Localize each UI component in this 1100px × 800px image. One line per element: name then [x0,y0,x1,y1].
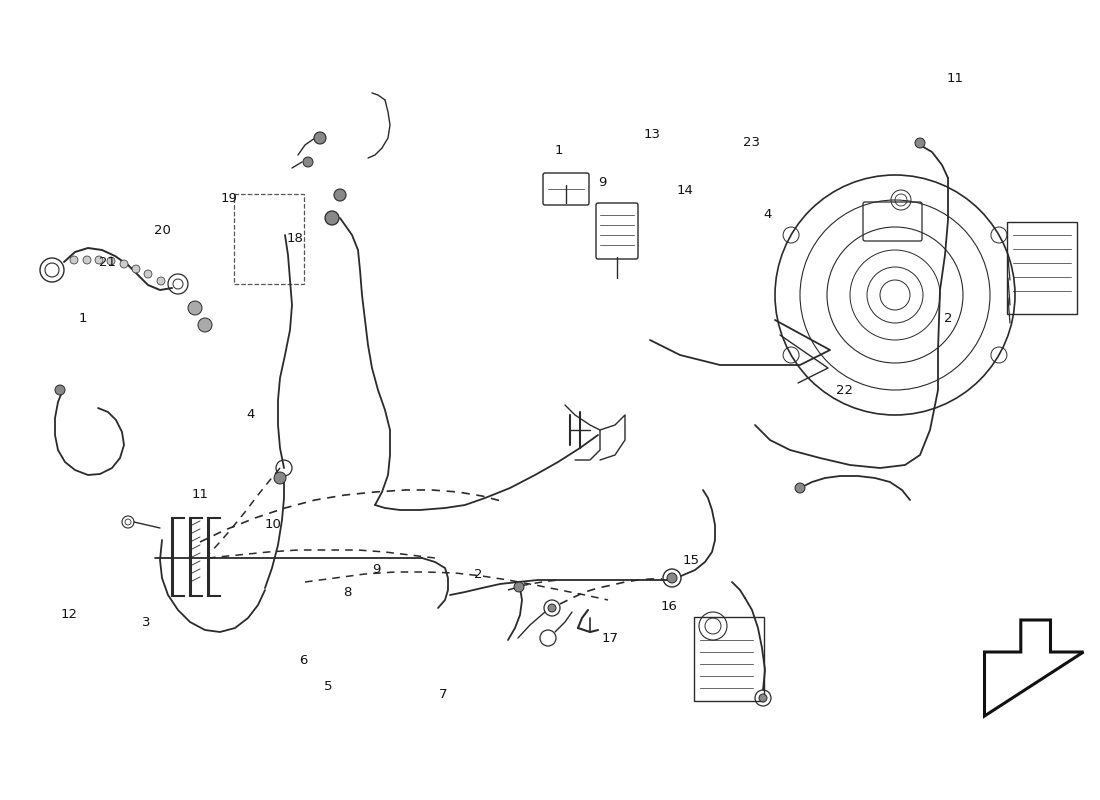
Circle shape [324,211,339,225]
Text: 10: 10 [264,518,282,531]
Text: 2: 2 [944,312,953,325]
Text: 14: 14 [676,184,694,197]
Circle shape [302,157,313,167]
Text: 18: 18 [286,232,304,245]
Text: 13: 13 [644,128,661,141]
Circle shape [548,604,556,612]
Circle shape [70,256,78,264]
Text: 21: 21 [99,256,117,269]
Text: 11: 11 [946,72,964,85]
Text: 6: 6 [299,654,308,667]
Circle shape [334,189,346,201]
Circle shape [132,265,140,273]
Circle shape [82,256,91,264]
Text: 17: 17 [602,632,619,645]
Text: 20: 20 [154,224,172,237]
Circle shape [274,472,286,484]
Circle shape [188,301,202,315]
Circle shape [759,694,767,702]
Circle shape [795,483,805,493]
Circle shape [915,138,925,148]
Circle shape [514,582,524,592]
Circle shape [55,385,65,395]
Text: 15: 15 [682,554,700,566]
Text: 11: 11 [191,488,209,501]
Circle shape [144,270,152,278]
Text: 12: 12 [60,608,78,621]
Circle shape [198,318,212,332]
Circle shape [107,257,116,265]
Text: 2: 2 [474,568,483,581]
Text: 9: 9 [372,563,381,576]
Text: 7: 7 [439,688,448,701]
Text: 1: 1 [78,312,87,325]
Text: 4: 4 [763,208,772,221]
Text: 5: 5 [323,680,332,693]
Text: 23: 23 [742,136,760,149]
Text: 8: 8 [343,586,352,598]
Text: 4: 4 [246,408,255,421]
Circle shape [120,260,128,268]
Text: 22: 22 [836,384,854,397]
Text: 9: 9 [598,176,607,189]
Text: 16: 16 [660,600,678,613]
Text: 3: 3 [142,616,151,629]
Text: 19: 19 [220,192,238,205]
Circle shape [95,256,103,264]
Circle shape [667,573,676,583]
Circle shape [314,132,326,144]
Text: 1: 1 [554,144,563,157]
Circle shape [157,277,165,285]
